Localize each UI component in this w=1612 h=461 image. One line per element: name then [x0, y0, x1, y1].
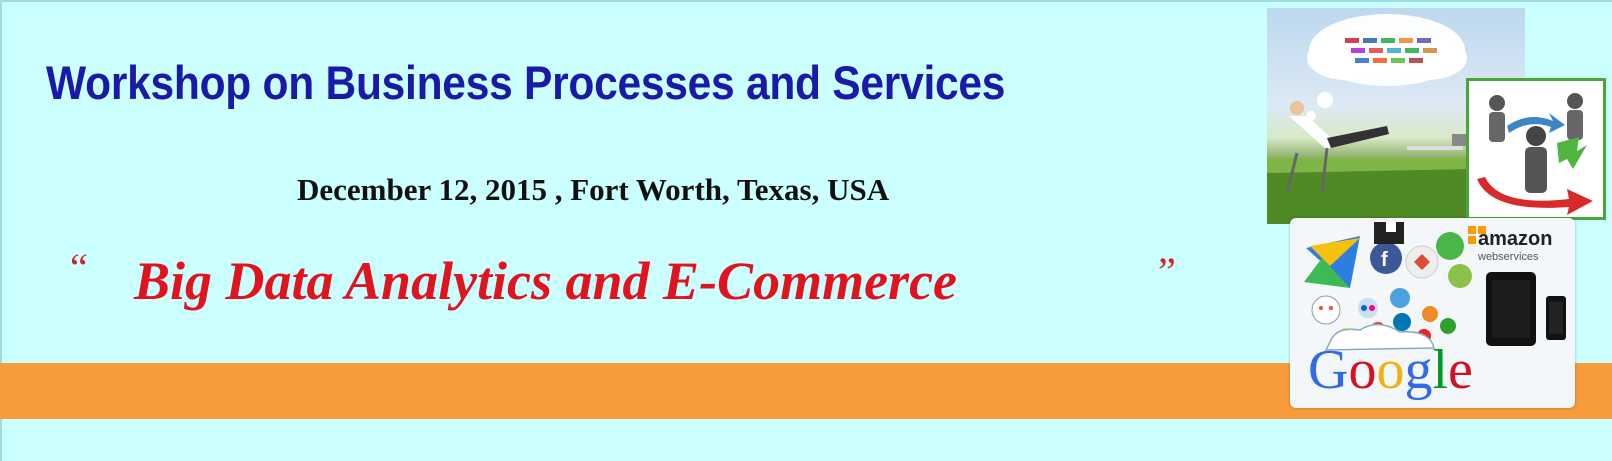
date-location: December 12, 2015 , Fort Worth, Texas, U… [297, 172, 890, 207]
collaboration-image [1466, 78, 1606, 220]
workshop-theme: Big Data Analytics and E-Commerce [134, 251, 957, 311]
workshop-title: Workshop on Business Processes and Servi… [46, 56, 1006, 109]
open-quote: “ [70, 245, 88, 290]
google-logo: Google [1308, 338, 1473, 402]
google-logo-letters: Google [1308, 339, 1473, 401]
webservices-logo-text: webservices [1478, 251, 1539, 263]
social-icons-illustration: f [1304, 222, 1566, 351]
people-arrows-illustration [1477, 93, 1593, 215]
amazon-logo-text: amazon [1478, 228, 1553, 250]
social-media-collage: f amazon w [1290, 218, 1575, 408]
close-quote: ” [1158, 249, 1176, 294]
left-border [0, 0, 2, 461]
top-border [0, 0, 1612, 2]
amazon-webservices-logo: amazon webservices [1478, 228, 1553, 266]
svg-text:f: f [1381, 249, 1388, 271]
